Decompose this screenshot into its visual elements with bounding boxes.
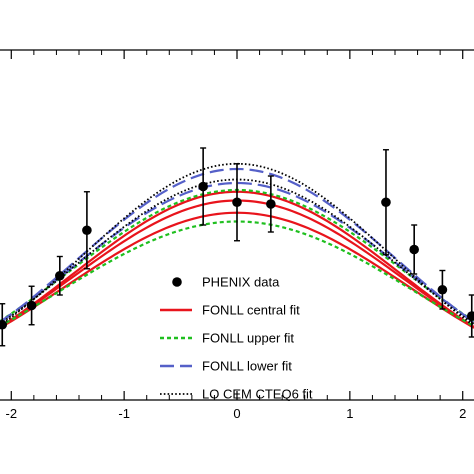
legend-marker-point — [172, 277, 182, 287]
x-tick-label: -2 — [6, 406, 18, 421]
data-point — [198, 181, 208, 192]
x-tick-label: 0 — [233, 406, 240, 421]
data-point — [381, 197, 391, 208]
data-point — [0, 319, 8, 330]
legend-label: PHENIX data — [202, 275, 280, 290]
legend: PHENIX data FONLL central fit FONLL upper … — [160, 275, 313, 402]
x-axis: -2 -1 0 1 2 — [6, 50, 466, 421]
legend-label: FONLL upper fit — [202, 331, 294, 346]
data-point — [437, 284, 448, 295]
x-tick-label: -1 — [118, 406, 130, 421]
x-tick-label: 2 — [459, 406, 466, 421]
legend-label: FONLL lower fit — [202, 359, 292, 374]
legend-label: FONLL central fit — [202, 303, 300, 318]
data-point — [409, 244, 419, 255]
x-tick-label: 1 — [346, 406, 353, 421]
data-point — [466, 311, 474, 321]
data-point — [26, 300, 37, 311]
data-point — [55, 270, 65, 281]
data-point — [266, 199, 276, 209]
data-point — [82, 225, 92, 236]
legend-label: LO CEM CTEQ6 fit — [202, 387, 313, 402]
data-point — [232, 197, 242, 208]
data-points — [0, 147, 474, 347]
series-line-dotted-7 — [0, 162, 474, 327]
